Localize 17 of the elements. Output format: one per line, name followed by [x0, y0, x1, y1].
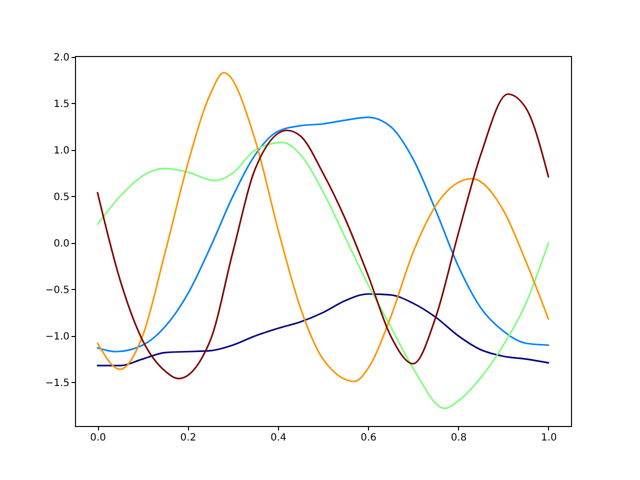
line-series	[96, 116, 550, 352]
x-tick-label: 1.0	[541, 432, 557, 444]
x-tick-label: 0.0	[90, 432, 106, 444]
y-tick-label: 1.5	[54, 98, 70, 110]
y-tick-label: 0.5	[54, 192, 70, 203]
y-tick-label: −1.5	[45, 378, 70, 389]
x-tick-label: 0.8	[450, 432, 467, 444]
x-tick-label: 0.6	[360, 432, 377, 444]
y-tick-label: 1.0	[54, 145, 70, 156]
x-tick-label: 0.2	[180, 432, 196, 444]
line-series	[96, 293, 550, 366]
line-series	[96, 142, 550, 410]
y-tick-label: −0.5	[45, 284, 70, 296]
y-tick-label: 0.0	[54, 238, 70, 250]
y-tick-label: −1.0	[45, 331, 70, 342]
x-tick-label: 0.4	[270, 432, 286, 444]
y-tick-label: 2.0	[54, 52, 70, 64]
